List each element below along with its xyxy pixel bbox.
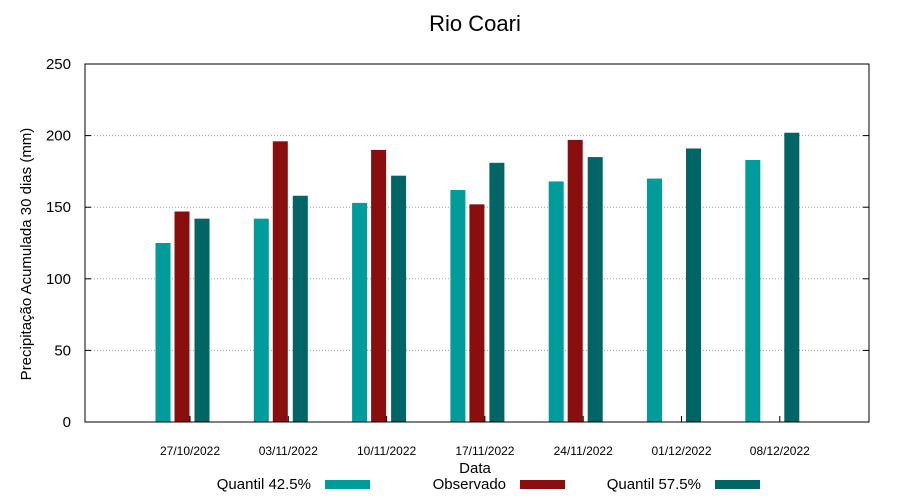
y-tick-label: 150 <box>46 199 71 216</box>
y-tick-label: 100 <box>46 271 71 288</box>
bar-1 <box>155 243 171 422</box>
y-tick-label: 200 <box>46 128 71 145</box>
legend-swatch <box>520 480 565 489</box>
bar-3 <box>292 195 308 422</box>
bar-3 <box>489 162 505 423</box>
y-axis-label: Precipitação Acumulada 30 dias (mm) <box>18 128 35 381</box>
x-axis-label: Data <box>459 460 491 477</box>
y-ticks: 0 50 100 150 200 250 <box>46 56 869 431</box>
bar-1 <box>253 218 269 422</box>
bar-1 <box>450 190 466 422</box>
legend: Quantil 42.5% Observado Quantil 57.5% <box>217 476 760 493</box>
bar-3 <box>194 218 210 422</box>
bar-3 <box>784 132 800 422</box>
plot-frame <box>84 63 870 423</box>
x-tick-label: 01/12/2022 <box>651 444 711 458</box>
bar-2 <box>174 211 190 422</box>
bar-3 <box>587 157 603 422</box>
x-tick-label: 27/10/2022 <box>160 444 220 458</box>
bar-2 <box>371 149 387 423</box>
legend-label: Quantil 57.5% <box>607 476 701 493</box>
x-tick-label: 08/12/2022 <box>750 444 810 458</box>
bar-3 <box>686 148 701 422</box>
legend-swatch <box>715 480 760 489</box>
legend-label: Observado <box>433 476 506 493</box>
y-tick-label: 0 <box>63 414 71 431</box>
bar-1 <box>647 178 662 422</box>
bar-2 <box>567 139 583 422</box>
bar-1 <box>745 159 761 422</box>
bar-1 <box>548 181 564 422</box>
y-tick-label: 50 <box>54 342 71 359</box>
x-tick-label: 03/11/2022 <box>259 444 318 458</box>
bar-2 <box>469 204 485 422</box>
x-tick-label: 24/11/2022 <box>554 444 613 458</box>
chart-title: Rio Coari <box>429 11 521 36</box>
y-tick-label: 250 <box>46 56 71 73</box>
x-tick-label: 10/11/2022 <box>357 444 416 458</box>
x-tick-label: 17/11/2022 <box>455 444 514 458</box>
bar-1 <box>352 202 368 422</box>
x-ticks: 27/10/2022 03/11/2022 10/11/2022 17/11/2022… <box>160 416 810 458</box>
legend-label: Quantil 42.5% <box>217 476 311 493</box>
bar-3 <box>391 175 407 422</box>
legend-swatch <box>325 480 370 489</box>
bars <box>155 132 800 423</box>
bar-2 <box>272 141 288 422</box>
